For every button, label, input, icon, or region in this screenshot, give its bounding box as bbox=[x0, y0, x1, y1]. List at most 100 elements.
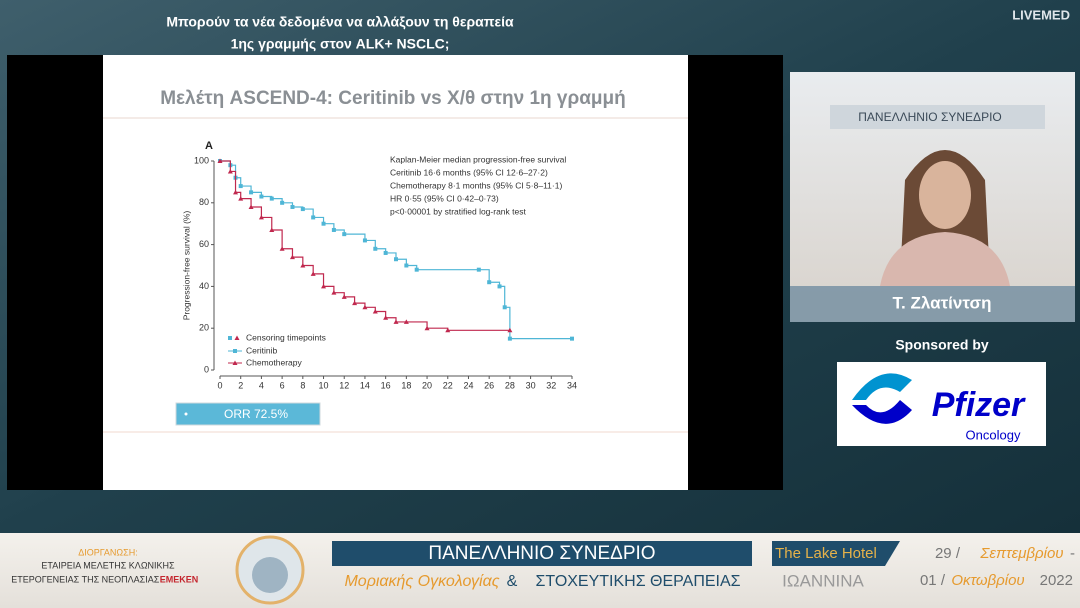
x-tick-label: 10 bbox=[319, 380, 329, 390]
x-tick-label: 16 bbox=[381, 380, 391, 390]
organizer-short: ΕΜΕΚΕΝ bbox=[160, 574, 199, 584]
censor-marker bbox=[404, 263, 409, 268]
legend-label: Censoring timepoints bbox=[246, 332, 326, 342]
x-tick-label: 12 bbox=[339, 380, 349, 390]
censor-marker bbox=[403, 319, 409, 324]
censor-marker bbox=[259, 194, 264, 199]
x-tick-label: 34 bbox=[567, 380, 577, 390]
x-tick-label: 20 bbox=[422, 380, 432, 390]
censor-marker bbox=[331, 227, 336, 232]
x-tick-label: 6 bbox=[280, 380, 285, 390]
bullet bbox=[184, 412, 188, 416]
annotation: p<0·00001 by stratified log-rank test bbox=[390, 206, 526, 216]
x-tick-label: 0 bbox=[217, 380, 222, 390]
censor-marker bbox=[476, 267, 481, 272]
x-tick-label: 32 bbox=[546, 380, 556, 390]
brand-logo: LIVEMED bbox=[1012, 7, 1070, 22]
censor-marker bbox=[362, 238, 367, 243]
x-tick-label: 26 bbox=[484, 380, 494, 390]
censor-marker bbox=[269, 227, 275, 232]
censor-marker bbox=[383, 250, 388, 255]
date-day: 29 / bbox=[935, 545, 961, 562]
annotation: Ceritinib 16·6 months (95% CI 12·6–27·2) bbox=[390, 167, 548, 177]
orr-text: ORR 72.5% bbox=[224, 407, 288, 421]
censor-marker bbox=[310, 271, 316, 276]
y-axis-label: Progression-free survival (%) bbox=[181, 211, 191, 321]
y-tick-label: 100 bbox=[194, 155, 209, 165]
sponsor-division: Oncology bbox=[966, 427, 1021, 442]
organizer-text: ΕΤΕΡΟΓΕΝΕΙΑΣ ΤΗΣ ΝΕΟΠΛΑΣΙΑΣ - bbox=[11, 574, 165, 584]
censor-marker bbox=[321, 283, 327, 289]
backdrop-banner bbox=[830, 105, 1045, 129]
censor-marker bbox=[279, 246, 285, 251]
congress-emblem bbox=[252, 557, 288, 593]
venue-banner bbox=[772, 541, 900, 566]
congress-banner bbox=[332, 541, 752, 566]
censor-marker bbox=[300, 263, 306, 268]
backdrop-text: ΠΑΝΕΛΛΗΝΙΟ ΣΥΝΕΔΡΙΟ bbox=[858, 110, 1001, 124]
censor-marker bbox=[372, 308, 378, 314]
venue: The Lake Hotel bbox=[775, 545, 877, 562]
name-band bbox=[790, 286, 1075, 322]
date-sep: - bbox=[1070, 545, 1075, 562]
annotation: Kaplan-Meier median progression-free sur… bbox=[390, 154, 566, 164]
legend-label: Chemotherapy bbox=[246, 357, 303, 367]
legend-marker bbox=[228, 336, 232, 340]
censor-marker bbox=[502, 305, 507, 310]
congress-subtitle: ΣΤΟΧΕΥΤΙΚΗΣ ΘΕΡΑΠΕΙΑΣ bbox=[535, 573, 740, 590]
censor-marker bbox=[362, 304, 368, 310]
header-line: 1ης γραμμής στον ALK+ NSCLC; bbox=[231, 36, 450, 52]
organizer-text: ΕΤΑΙΡΕΙΑ ΜΕΛΕΤΗΣ ΚΛΩΝΙΚΗΣ bbox=[41, 560, 175, 570]
date-day: 01 / bbox=[920, 572, 946, 589]
slide-title: Μελέτη ASCEND-4: Ceritinib vs Χ/θ στην 1… bbox=[160, 88, 626, 109]
censor-marker bbox=[570, 336, 574, 341]
censor-marker bbox=[507, 336, 512, 341]
city: ΙΩΑΝΝΙΝΑ bbox=[782, 571, 864, 590]
censor-marker bbox=[352, 300, 358, 306]
censor-marker bbox=[393, 319, 399, 324]
y-tick-label: 80 bbox=[199, 197, 209, 207]
censor-marker bbox=[445, 327, 451, 333]
panel-label: A bbox=[205, 140, 213, 152]
annotation: Chemotherapy 8·1 months (95% CI 5·8–11·1… bbox=[390, 180, 562, 190]
speaker-body bbox=[880, 232, 1010, 286]
logo-mark bbox=[852, 400, 912, 424]
date-year: 2022 bbox=[1040, 572, 1073, 589]
censor-marker bbox=[238, 184, 243, 189]
congress-amp: & bbox=[507, 573, 518, 590]
censor-marker bbox=[497, 284, 502, 289]
censor-marker bbox=[248, 204, 254, 209]
y-tick-label: 40 bbox=[199, 281, 209, 291]
speaker-face bbox=[919, 161, 971, 229]
censor-marker bbox=[258, 214, 264, 220]
y-tick-label: 20 bbox=[199, 323, 209, 333]
x-tick-label: 2 bbox=[238, 380, 243, 390]
censor-marker bbox=[342, 232, 347, 237]
legend-marker bbox=[234, 335, 240, 340]
censor-marker bbox=[424, 325, 430, 331]
censor-marker bbox=[280, 200, 285, 205]
censor-marker bbox=[233, 189, 239, 195]
x-tick-label: 4 bbox=[259, 380, 264, 390]
censor-marker bbox=[383, 315, 389, 320]
header-line: Μπορούν τα νέα δεδομένα να αλλάξουν τη θ… bbox=[166, 14, 514, 30]
censor-marker bbox=[238, 196, 244, 201]
censor-marker bbox=[249, 190, 254, 195]
organizer-label: ΔΙΟΡΓΑΝΩΣΗ: bbox=[78, 547, 137, 557]
x-tick-label: 30 bbox=[526, 380, 536, 390]
censor-marker bbox=[311, 215, 316, 220]
censor-marker bbox=[394, 257, 398, 262]
y-tick-label: 0 bbox=[204, 364, 209, 374]
speaker-name: Τ. Ζλατίντση bbox=[893, 293, 992, 312]
logo-mark bbox=[852, 373, 912, 400]
x-tick-label: 22 bbox=[443, 380, 453, 390]
legend-label: Ceritinib bbox=[246, 345, 277, 355]
congress-title: ΠΑΝΕΛΛΗΝΙΟ ΣΥΝΕΔΡΙΟ bbox=[428, 543, 655, 564]
censor-marker bbox=[507, 327, 513, 333]
sponsor-logo: Pfizer bbox=[932, 386, 1026, 424]
x-tick-label: 8 bbox=[300, 380, 305, 390]
censor-marker bbox=[227, 168, 233, 174]
censor-marker bbox=[269, 196, 274, 201]
